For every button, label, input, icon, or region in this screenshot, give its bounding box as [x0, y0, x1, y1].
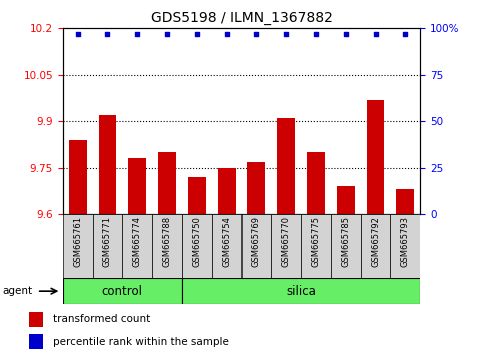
- Text: transformed count: transformed count: [53, 314, 150, 324]
- Point: [372, 31, 380, 37]
- Bar: [128, 158, 146, 214]
- Bar: [122, 214, 152, 278]
- Bar: [361, 214, 390, 278]
- Point: [74, 31, 82, 37]
- Bar: [331, 214, 361, 278]
- Bar: [188, 177, 206, 214]
- Bar: [397, 189, 414, 214]
- Text: percentile rank within the sample: percentile rank within the sample: [53, 337, 229, 347]
- Bar: [242, 214, 271, 278]
- Point: [133, 31, 141, 37]
- Text: GSM665771: GSM665771: [103, 216, 112, 267]
- Bar: [307, 152, 325, 214]
- Text: GSM665792: GSM665792: [371, 216, 380, 267]
- Text: GSM665793: GSM665793: [401, 216, 410, 267]
- Point: [193, 31, 201, 37]
- Bar: [301, 214, 331, 278]
- Bar: [390, 214, 420, 278]
- Bar: [367, 99, 384, 214]
- Text: GDS5198 / ILMN_1367882: GDS5198 / ILMN_1367882: [151, 11, 332, 25]
- Text: GSM665774: GSM665774: [133, 216, 142, 267]
- Text: control: control: [102, 285, 143, 298]
- Text: GSM665770: GSM665770: [282, 216, 291, 267]
- Point: [282, 31, 290, 37]
- Text: GSM665775: GSM665775: [312, 216, 320, 267]
- Bar: [158, 152, 176, 214]
- Text: GSM665788: GSM665788: [163, 216, 171, 267]
- Bar: [218, 168, 236, 214]
- Bar: [63, 214, 93, 278]
- Bar: [69, 140, 86, 214]
- Bar: [93, 214, 122, 278]
- Point: [401, 31, 409, 37]
- Text: GSM665761: GSM665761: [73, 216, 82, 267]
- Bar: [212, 214, 242, 278]
- Point: [104, 31, 112, 37]
- Text: GSM665785: GSM665785: [341, 216, 350, 267]
- Text: GSM665769: GSM665769: [252, 216, 261, 267]
- Bar: [29, 312, 43, 327]
- Bar: [337, 186, 355, 214]
- Point: [163, 31, 171, 37]
- Bar: [247, 161, 265, 214]
- Bar: [29, 334, 43, 349]
- Point: [342, 31, 350, 37]
- Point: [223, 31, 230, 37]
- Bar: [277, 118, 295, 214]
- Bar: [152, 214, 182, 278]
- Bar: [182, 214, 212, 278]
- Text: silica: silica: [286, 285, 316, 298]
- Bar: [63, 278, 182, 304]
- Text: GSM665754: GSM665754: [222, 216, 231, 267]
- Point: [253, 31, 260, 37]
- Bar: [182, 278, 420, 304]
- Bar: [99, 115, 116, 214]
- Text: agent: agent: [2, 286, 32, 296]
- Point: [312, 31, 320, 37]
- Bar: [271, 214, 301, 278]
- Text: GSM665750: GSM665750: [192, 216, 201, 267]
